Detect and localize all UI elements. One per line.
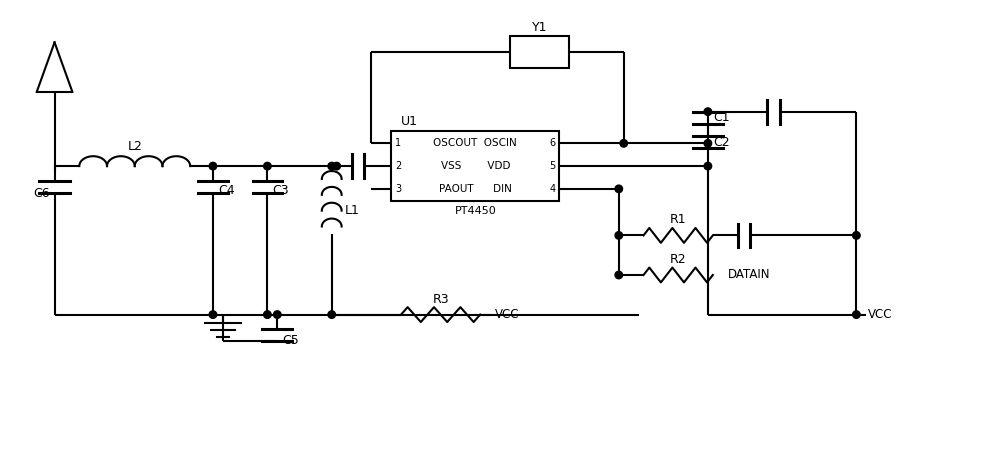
Text: C5: C5 <box>282 334 299 347</box>
Text: R2: R2 <box>670 253 686 266</box>
Circle shape <box>333 162 340 170</box>
Text: VSS        VDD: VSS VDD <box>441 161 510 171</box>
Text: 3: 3 <box>395 184 401 194</box>
Circle shape <box>209 311 217 318</box>
Circle shape <box>704 139 712 147</box>
Text: Y1: Y1 <box>532 22 547 34</box>
Circle shape <box>264 162 271 170</box>
Text: OSCOUT  OSCIN: OSCOUT OSCIN <box>433 138 517 148</box>
Circle shape <box>853 311 860 318</box>
Circle shape <box>615 185 623 193</box>
Circle shape <box>264 311 271 318</box>
Text: 2: 2 <box>395 161 401 171</box>
Text: 5: 5 <box>549 161 555 171</box>
Bar <box>391 131 559 201</box>
Circle shape <box>704 108 712 115</box>
Circle shape <box>274 311 281 318</box>
Text: C4: C4 <box>218 184 235 198</box>
Bar <box>510 37 569 68</box>
Circle shape <box>615 271 623 279</box>
Text: R1: R1 <box>670 213 686 226</box>
Text: C2: C2 <box>713 136 729 149</box>
Text: PAOUT      DIN: PAOUT DIN <box>439 184 512 194</box>
Circle shape <box>704 162 712 170</box>
Text: U1: U1 <box>401 115 418 128</box>
Text: VCC: VCC <box>868 308 893 321</box>
Text: VCC: VCC <box>495 308 520 321</box>
Text: C3: C3 <box>272 184 289 198</box>
Circle shape <box>328 311 335 318</box>
Text: L2: L2 <box>127 140 142 153</box>
Text: 6: 6 <box>549 138 555 148</box>
Circle shape <box>853 232 860 239</box>
Text: C6: C6 <box>33 187 50 200</box>
Text: 4: 4 <box>549 184 555 194</box>
Text: R3: R3 <box>432 293 449 306</box>
Text: PT4450: PT4450 <box>454 206 496 216</box>
Circle shape <box>620 139 627 147</box>
Text: DATAIN: DATAIN <box>728 268 770 281</box>
Circle shape <box>615 232 623 239</box>
Text: C1: C1 <box>713 111 729 124</box>
Text: L1: L1 <box>345 204 359 217</box>
Text: 1: 1 <box>395 138 401 148</box>
Circle shape <box>328 162 335 170</box>
Circle shape <box>209 162 217 170</box>
